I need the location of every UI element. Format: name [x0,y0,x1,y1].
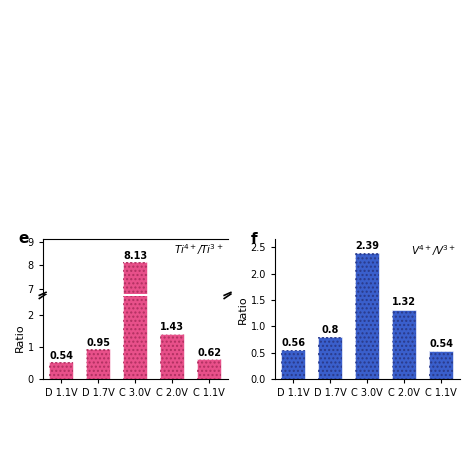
Text: 0.54: 0.54 [49,351,73,361]
Text: 0.8: 0.8 [322,325,339,335]
Bar [86,432,110,455]
Bar [123,120,147,379]
Bar [49,362,73,379]
Bar [197,440,221,455]
Bar [49,442,73,455]
Bar [282,350,305,379]
Bar [123,263,147,455]
Text: e: e [18,231,29,246]
Bar [49,362,73,379]
Bar [319,337,342,379]
Bar [86,349,110,379]
Bar [356,253,379,379]
Text: 1.43: 1.43 [160,322,184,332]
Y-axis label: Ratio: Ratio [15,323,25,352]
Text: 0.54: 0.54 [429,338,453,348]
Bar [86,432,110,455]
Bar [160,421,184,455]
Bar [123,263,147,455]
Bar [429,351,453,379]
Bar [160,421,184,455]
Bar [197,440,221,455]
Bar [392,310,416,379]
Text: 2.39: 2.39 [356,241,379,251]
Bar [356,253,379,379]
Text: Ti$^{4+}$/Ti$^{3+}$: Ti$^{4+}$/Ti$^{3+}$ [174,242,224,257]
Text: f: f [251,232,257,247]
Bar [319,337,342,379]
Text: 0.56: 0.56 [282,337,305,347]
Text: 8.13: 8.13 [123,251,147,261]
Bar [123,120,147,379]
Text: 1.32: 1.32 [392,298,416,308]
Bar [197,359,221,379]
Bar [392,310,416,379]
Text: 0.95: 0.95 [86,337,110,347]
Bar [429,351,453,379]
Y-axis label: Ratio: Ratio [237,295,247,324]
Bar [160,334,184,379]
Text: V$^{4+}$/V$^{3+}$: V$^{4+}$/V$^{3+}$ [411,244,456,258]
Bar [197,359,221,379]
Text: 0.62: 0.62 [197,348,221,358]
Bar [160,334,184,379]
Bar [86,349,110,379]
Bar [49,442,73,455]
Bar [282,350,305,379]
